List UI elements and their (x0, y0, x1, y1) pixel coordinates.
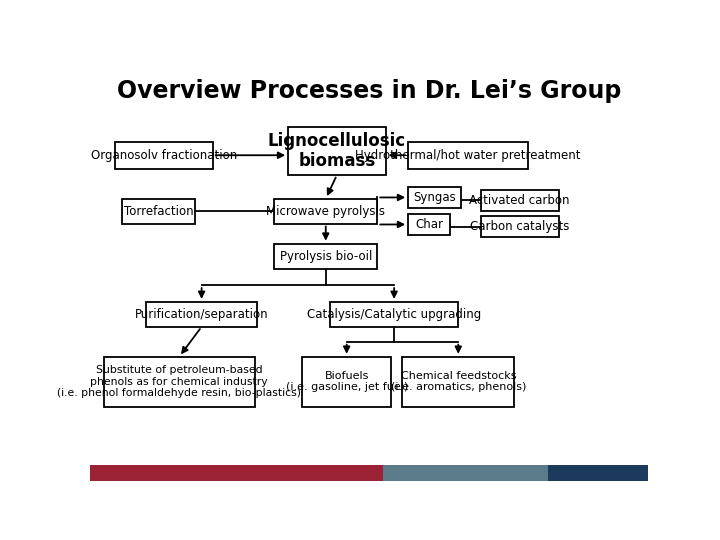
Text: Overview Processes in Dr. Lei’s Group: Overview Processes in Dr. Lei’s Group (117, 79, 621, 103)
Text: Purification/separation: Purification/separation (135, 308, 269, 321)
FancyBboxPatch shape (330, 302, 459, 327)
FancyBboxPatch shape (481, 190, 559, 211)
Text: Syngas: Syngas (413, 191, 456, 204)
Text: Lignocellulosic
biomass: Lignocellulosic biomass (268, 132, 406, 171)
Text: Carbon catalysts: Carbon catalysts (470, 220, 570, 233)
Text: Hydrothermal/hot water pretreatment: Hydrothermal/hot water pretreatment (355, 148, 581, 162)
Bar (383, 465, 547, 481)
Text: Microwave pyrolysis: Microwave pyrolysis (266, 205, 385, 218)
FancyBboxPatch shape (288, 127, 386, 175)
FancyBboxPatch shape (481, 216, 559, 238)
Text: Catalysis/Catalytic upgrading: Catalysis/Catalytic upgrading (307, 308, 481, 321)
FancyBboxPatch shape (402, 357, 514, 407)
FancyBboxPatch shape (122, 199, 195, 224)
FancyBboxPatch shape (408, 141, 528, 168)
FancyBboxPatch shape (115, 141, 213, 168)
Text: Organosolv fractionation: Organosolv fractionation (91, 148, 237, 162)
Text: Chemical feedstocks
(i.e. aromatics, phenols): Chemical feedstocks (i.e. aromatics, phe… (390, 371, 526, 393)
FancyBboxPatch shape (408, 187, 461, 208)
FancyBboxPatch shape (104, 357, 255, 407)
Bar (547, 465, 648, 481)
Bar (90, 465, 383, 481)
FancyBboxPatch shape (145, 302, 258, 327)
Text: Char: Char (415, 218, 443, 231)
Text: Torrefaction: Torrefaction (124, 205, 194, 218)
FancyBboxPatch shape (274, 199, 377, 224)
Text: Biofuels
(i.e. gasoline, jet fuel): Biofuels (i.e. gasoline, jet fuel) (286, 371, 408, 393)
Text: Substitute of petroleum-based
phenols as for chemical industry
(i.e. phenol form: Substitute of petroleum-based phenols as… (58, 365, 301, 398)
Text: Activated carbon: Activated carbon (469, 194, 570, 207)
Text: Pyrolysis bio-oil: Pyrolysis bio-oil (279, 249, 372, 262)
FancyBboxPatch shape (274, 244, 377, 268)
FancyBboxPatch shape (408, 214, 450, 235)
FancyBboxPatch shape (302, 357, 392, 407)
